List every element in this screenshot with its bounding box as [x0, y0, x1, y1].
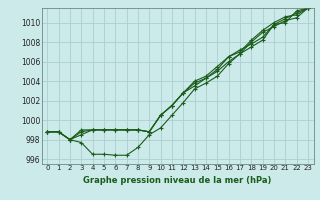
X-axis label: Graphe pression niveau de la mer (hPa): Graphe pression niveau de la mer (hPa) — [84, 176, 272, 185]
